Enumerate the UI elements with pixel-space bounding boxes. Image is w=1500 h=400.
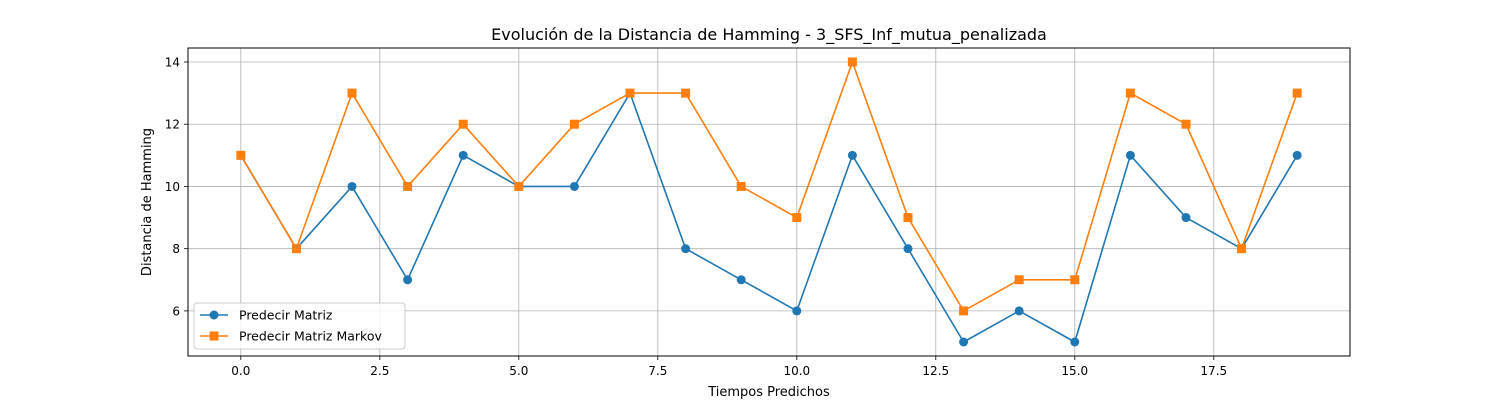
series-2-point bbox=[403, 181, 413, 191]
legend-label: Predecir Matriz Markov bbox=[239, 329, 382, 344]
x-tick-label: 7.5 bbox=[648, 364, 667, 378]
x-tick-label: 2.5 bbox=[370, 364, 389, 378]
plot-frame bbox=[187, 47, 1351, 357]
series-2-point bbox=[1070, 275, 1080, 285]
series-2-point bbox=[569, 119, 579, 129]
chart-title: Evolución de la Distancia de Hamming - 3… bbox=[491, 25, 1047, 45]
series-1-point bbox=[458, 150, 468, 160]
series-2-point bbox=[736, 181, 746, 191]
series-1-point bbox=[347, 181, 357, 191]
series-2-point bbox=[514, 181, 524, 191]
legend: Predecir Matriz Predecir Matriz Markov bbox=[193, 302, 406, 350]
legend-label: Predecir Matriz bbox=[239, 308, 333, 323]
series-2-point bbox=[625, 88, 635, 98]
series-2-line bbox=[240, 61, 1298, 312]
y-axis-label: Distancia de Hamming bbox=[140, 128, 155, 276]
series-1-point bbox=[403, 275, 413, 285]
series-2-point bbox=[1181, 119, 1191, 129]
series-1-point bbox=[792, 306, 802, 316]
series-1-line bbox=[240, 92, 1298, 343]
series-1-point bbox=[681, 244, 691, 254]
series-1-point bbox=[1014, 306, 1024, 316]
series-2-point bbox=[847, 57, 857, 67]
series-1-point bbox=[959, 337, 969, 347]
y-tick-label: 14 bbox=[165, 56, 180, 70]
series-1-point bbox=[1125, 150, 1135, 160]
series-1-point bbox=[847, 150, 857, 160]
series-2-point bbox=[681, 88, 691, 98]
series-1-point bbox=[569, 181, 579, 191]
series-2-point bbox=[1014, 275, 1024, 285]
series-1-point bbox=[903, 244, 913, 254]
series-layer bbox=[236, 57, 1302, 347]
legend-box bbox=[193, 302, 406, 350]
series-1-point bbox=[1292, 150, 1302, 160]
series-2-point bbox=[236, 150, 246, 160]
x-tick-label: 15.0 bbox=[1061, 364, 1088, 378]
series-2-point bbox=[291, 244, 301, 254]
ticks: 0.0 2.5 5.0 7.5 10.0 12.5 15.0 17.5 6 8 10 12 14 bbox=[165, 56, 1227, 379]
series-2-point bbox=[1125, 88, 1135, 98]
grid bbox=[188, 48, 1350, 356]
legend-marker bbox=[209, 310, 219, 320]
series-2-point bbox=[792, 213, 802, 223]
y-tick-label: 12 bbox=[165, 118, 180, 132]
x-axis-label: Tiempos Predichos bbox=[707, 385, 830, 400]
y-tick-label: 10 bbox=[165, 180, 180, 194]
series-1-point bbox=[1070, 337, 1080, 347]
x-tick-label: 0.0 bbox=[231, 364, 250, 378]
series-2-point bbox=[1292, 88, 1302, 98]
series-2-point bbox=[903, 213, 913, 223]
series-2-point bbox=[347, 88, 357, 98]
series-2-point bbox=[1237, 244, 1247, 254]
series-2 bbox=[236, 57, 1302, 316]
x-tick-label: 10.0 bbox=[783, 364, 810, 378]
series-1-point bbox=[1181, 213, 1191, 223]
legend-marker bbox=[209, 331, 219, 341]
x-tick-label: 12.5 bbox=[922, 364, 949, 378]
series-2-point bbox=[959, 306, 969, 316]
x-tick-label: 5.0 bbox=[509, 364, 528, 378]
series-1-point bbox=[736, 275, 746, 285]
x-tick-label: 17.5 bbox=[1200, 364, 1227, 378]
y-tick-label: 6 bbox=[172, 304, 180, 318]
y-tick-label: 8 bbox=[172, 242, 180, 256]
series-2-point bbox=[458, 119, 468, 129]
